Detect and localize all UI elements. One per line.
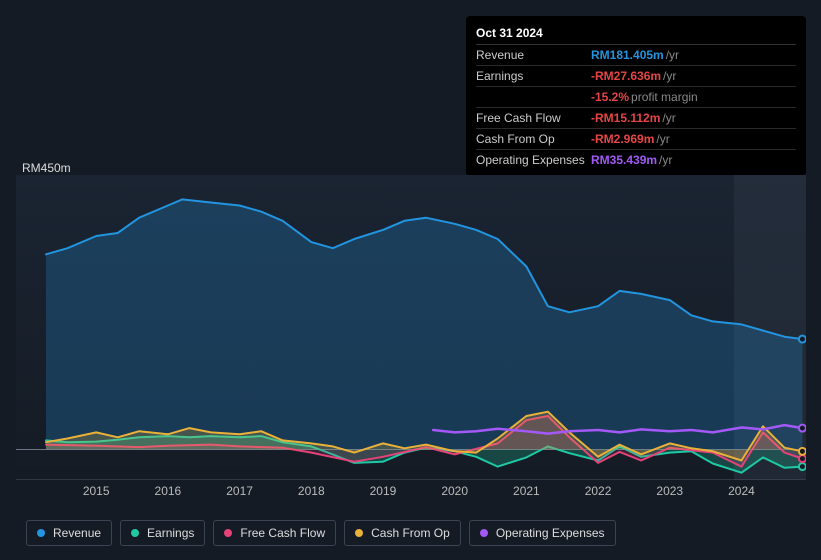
tooltip-row: RevenueRM181.405m /yr — [476, 45, 796, 66]
x-axis-label: 2018 — [298, 484, 325, 498]
tooltip-subsuffix: profit margin — [631, 90, 698, 104]
tooltip-date: Oct 31 2024 — [476, 22, 796, 45]
tooltip-label: Revenue — [476, 48, 591, 62]
legend-item[interactable]: Earnings — [120, 520, 205, 546]
tooltip-label: Cash From Op — [476, 132, 591, 146]
legend-dot — [131, 529, 139, 537]
legend-item[interactable]: Free Cash Flow — [213, 520, 336, 546]
chart-legend: Revenue Earnings Free Cash Flow Cash From O… — [26, 520, 616, 546]
tooltip-value: -RM2.969m — [591, 132, 654, 146]
tooltip-suffix: /yr — [656, 132, 669, 146]
financials-chart[interactable] — [16, 160, 806, 480]
legend-label: Revenue — [53, 526, 101, 540]
tooltip-value: -RM27.636m — [591, 69, 661, 83]
legend-dot — [224, 529, 232, 537]
x-axis-label: 2017 — [226, 484, 253, 498]
tooltip-row: Free Cash Flow-RM15.112m /yr — [476, 108, 796, 129]
legend-item[interactable]: Revenue — [26, 520, 112, 546]
legend-label: Free Cash Flow — [240, 526, 325, 540]
legend-label: Operating Expenses — [496, 526, 605, 540]
legend-dot — [37, 529, 45, 537]
x-axis-label: 2022 — [585, 484, 612, 498]
x-axis-label: 2020 — [441, 484, 468, 498]
x-axis-label: 2021 — [513, 484, 540, 498]
tooltip-row: Earnings-RM27.636m /yr — [476, 66, 796, 87]
tooltip-subvalue: -15.2% — [591, 90, 629, 104]
chart-tooltip: Oct 31 2024 RevenueRM181.405m /yrEarning… — [466, 16, 806, 176]
tooltip-suffix: /yr — [666, 48, 679, 62]
tooltip-value: RM181.405m — [591, 48, 664, 62]
legend-dot — [355, 529, 363, 537]
tooltip-value: -RM15.112m — [591, 111, 660, 125]
tooltip-suffix: /yr — [662, 111, 675, 125]
tooltip-suffix: /yr — [663, 69, 676, 83]
legend-label: Cash From Op — [371, 526, 450, 540]
x-axis-label: 2015 — [83, 484, 110, 498]
tooltip-row: Cash From Op-RM2.969m /yr — [476, 129, 796, 150]
tooltip-label: Earnings — [476, 69, 591, 83]
legend-label: Earnings — [147, 526, 194, 540]
x-axis-label: 2019 — [370, 484, 397, 498]
legend-dot — [480, 529, 488, 537]
x-axis-label: 2023 — [656, 484, 683, 498]
tooltip-subrow: -15.2% profit margin — [476, 87, 796, 108]
legend-item[interactable]: Cash From Op — [344, 520, 461, 546]
x-axis-label: 2024 — [728, 484, 755, 498]
x-axis-label: 2016 — [155, 484, 182, 498]
legend-item[interactable]: Operating Expenses — [469, 520, 616, 546]
tooltip-label: Free Cash Flow — [476, 111, 591, 125]
